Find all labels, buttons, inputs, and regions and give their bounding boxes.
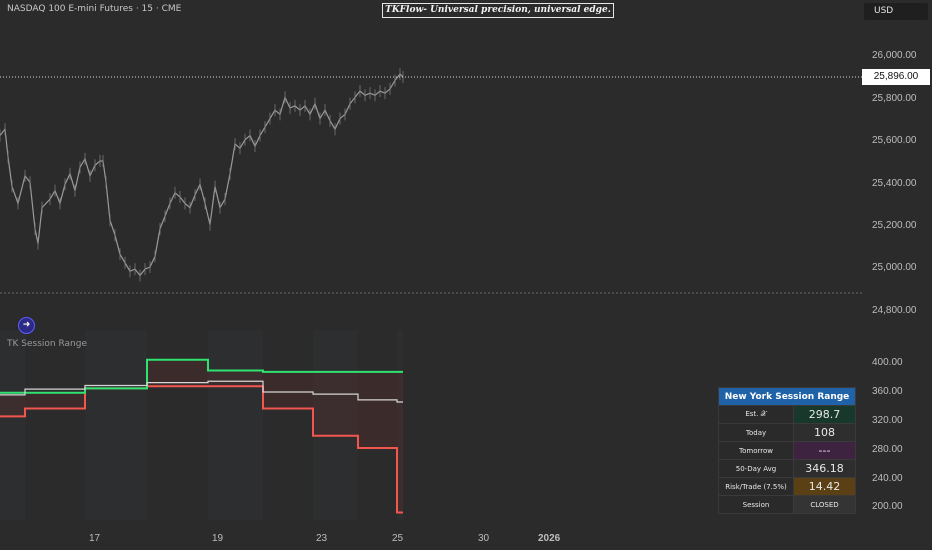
band-fill xyxy=(0,359,403,513)
table-title: New York Session Range xyxy=(719,388,855,405)
price-axis-label: 25,600.00 xyxy=(872,135,917,146)
indicator-name[interactable]: TK Session Range xyxy=(7,339,87,349)
table-row: Tomorrow --- xyxy=(719,442,855,459)
banner-text: TKFlow- Universal precision, universal e… xyxy=(382,3,614,18)
row-label: 50-Day Avg xyxy=(719,460,793,477)
row-label: Risk/Trade (7.5%) xyxy=(719,478,793,495)
session-shade xyxy=(0,330,25,520)
time-axis-label: 17 xyxy=(89,533,101,544)
row-label: Today xyxy=(719,424,793,441)
indicator-axis-label: 320.00 xyxy=(872,415,903,426)
price-axis-label: 25,200.00 xyxy=(872,220,917,231)
arrow-circle-icon[interactable]: ➜ xyxy=(18,317,35,334)
time-axis-label: 2026 xyxy=(538,533,561,544)
table-row: 50-Day Avg 346.18 xyxy=(719,460,855,477)
table-row: Session CLOSED xyxy=(719,496,855,513)
price-axis-label: 25,000.00 xyxy=(872,262,917,273)
row-label: Session xyxy=(719,496,793,513)
current-price-tag: 25,896.00 xyxy=(862,69,930,85)
row-label: Est. 𝒳 xyxy=(719,406,793,423)
time-axis-label: 19 xyxy=(212,533,224,544)
session-shade xyxy=(397,330,403,520)
row-value: 346.18 xyxy=(794,460,855,477)
price-axis-label: 24,800.00 xyxy=(872,305,917,316)
time-axis-label: 25 xyxy=(392,533,404,544)
price-axis-label: 25,400.00 xyxy=(872,178,917,189)
average-line xyxy=(0,380,403,403)
row-value: CLOSED xyxy=(794,496,855,513)
row-value: 14.42 xyxy=(794,478,855,495)
row-value: 108 xyxy=(794,424,855,441)
currency-button[interactable]: USD xyxy=(864,3,928,20)
table-row: Est. 𝒳 298.7 xyxy=(719,406,855,423)
price-series-line xyxy=(0,73,404,277)
session-range-table: New York Session Range Est. 𝒳 298.7 Toda… xyxy=(718,387,856,514)
indicator-axis-label: 400.00 xyxy=(872,357,903,368)
time-axis-label: 30 xyxy=(478,533,490,544)
indicator-axis-label: 360.00 xyxy=(872,386,903,397)
symbol-title[interactable]: NASDAQ 100 E-mini Futures · 15 · CME xyxy=(7,4,182,14)
row-value: 298.7 xyxy=(794,406,855,423)
indicator-axis-label: 240.00 xyxy=(872,473,903,484)
row-value: --- xyxy=(794,442,855,459)
upper-band-line xyxy=(0,358,403,394)
row-label: Tomorrow xyxy=(719,442,793,459)
table-row: Risk/Trade (7.5%) 14.42 xyxy=(719,478,855,495)
indicator-axis-label: 200.00 xyxy=(872,501,903,512)
session-shade xyxy=(313,330,358,520)
price-axis-label: 26,000.00 xyxy=(872,50,917,61)
session-shade xyxy=(208,330,263,520)
table-row: Today 108 xyxy=(719,424,855,441)
indicator-axis-label: 280.00 xyxy=(872,444,903,455)
time-axis-label: 23 xyxy=(316,533,328,544)
price-axis-label: 25,800.00 xyxy=(872,93,917,104)
session-shade xyxy=(85,330,147,520)
